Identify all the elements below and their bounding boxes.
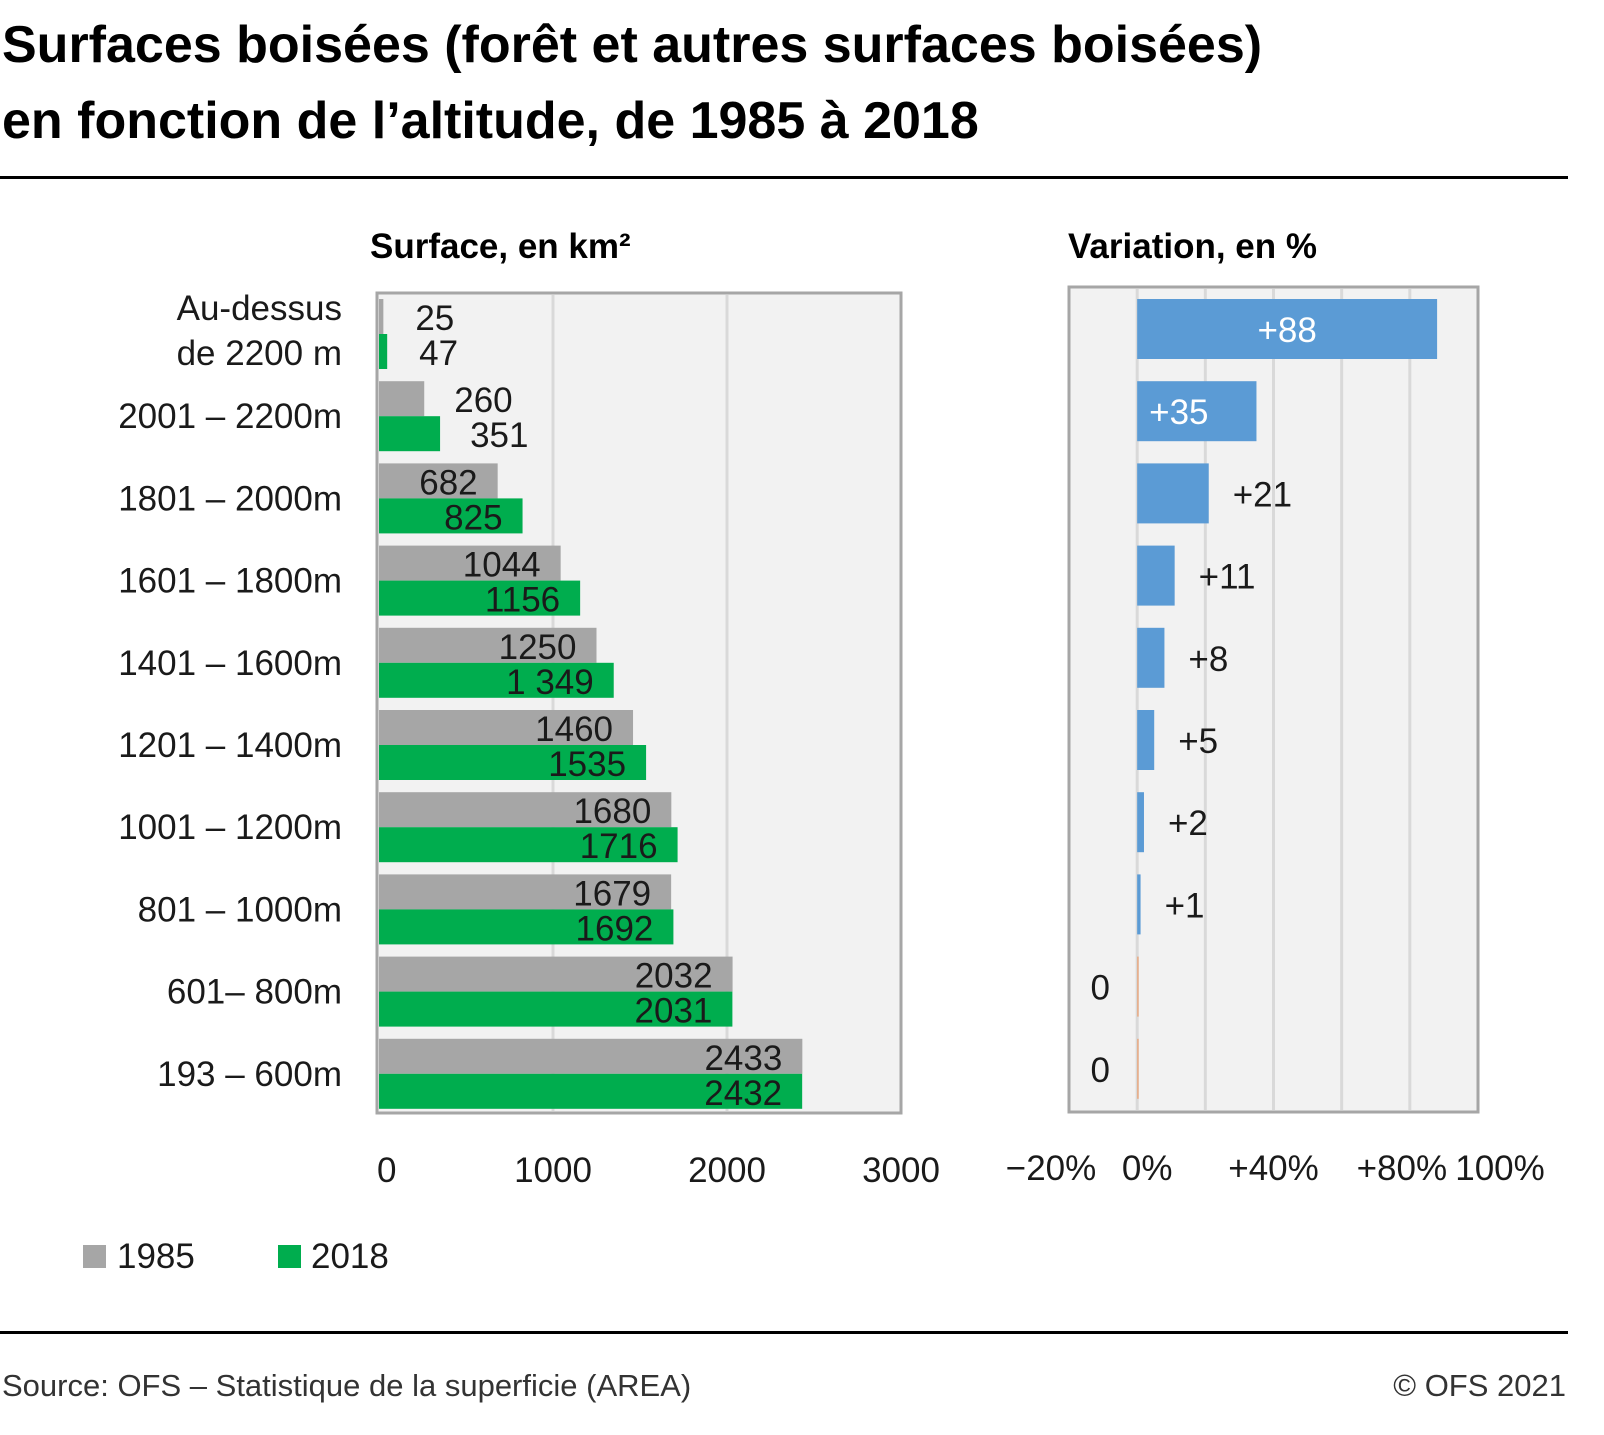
bar-1985 — [379, 627, 597, 663]
data-label-2018: 2031 — [635, 992, 713, 1031]
variation-bar — [1137, 381, 1257, 442]
category-label: 1601 – 1800m — [118, 562, 342, 601]
data-label-2018: 825 — [444, 498, 502, 537]
variation-chart: −20% 0% +40% +80% 100% +88 +35 +21 +11 +8 +5 +2 +1 0 0 — [1006, 285, 1545, 1188]
bar-2018 — [379, 745, 647, 780]
surface-panel-title: Surface, en km² — [370, 227, 631, 266]
data-label-1985: 2433 — [704, 1039, 782, 1078]
variation-bar — [1137, 874, 1141, 935]
bar-2018 — [379, 416, 441, 452]
data-label-2018: 1692 — [576, 909, 654, 948]
category-label: 1201 – 1400m — [118, 726, 342, 765]
bar-1985 — [379, 792, 672, 828]
top-rule — [0, 176, 1568, 179]
x-tick-label: +40% — [1228, 1149, 1319, 1188]
category-label: Au-dessus — [177, 289, 342, 328]
x-tick-label: 100% — [1455, 1149, 1545, 1188]
x-tick-label: −20% — [1006, 1149, 1097, 1188]
bar-2018 — [379, 498, 523, 534]
data-label-2018: 47 — [419, 334, 458, 373]
category-label: 801 – 1000m — [138, 890, 342, 929]
legend: 1985 2018 — [83, 1237, 389, 1276]
category-label: de 2200 m — [177, 334, 342, 373]
bar-2018 — [379, 827, 678, 863]
bar-1985 — [379, 463, 498, 499]
bar-1985 — [379, 710, 634, 745]
x-tick-label: 0% — [1122, 1149, 1173, 1188]
data-label-2018: 2432 — [704, 1074, 782, 1113]
chart-title-line-2: en fonction de l’altitude, de 1985 à 201… — [2, 92, 979, 150]
data-label-2018: 351 — [470, 416, 528, 455]
legend-swatch-1985 — [83, 1245, 106, 1268]
data-label-2018: 1716 — [580, 827, 658, 866]
variation-label: +1 — [1165, 886, 1205, 925]
variation-label: +11 — [1199, 558, 1256, 597]
bar-1985 — [379, 381, 425, 417]
variation-bar — [1137, 1038, 1139, 1099]
x-tick-label: 0 — [377, 1151, 396, 1190]
bar-1985 — [379, 956, 733, 992]
data-label-1985: 2032 — [635, 957, 713, 996]
variation-panel-title: Variation, en % — [1068, 227, 1317, 266]
variation-bar — [1137, 545, 1175, 606]
variation-label: +88 — [1257, 311, 1316, 350]
variation-bar — [1137, 627, 1165, 688]
variation-label: +5 — [1178, 722, 1218, 761]
bar-2018 — [379, 1073, 803, 1109]
bar-2018 — [379, 662, 614, 698]
variation-label: +8 — [1188, 640, 1228, 679]
bottom-rule — [0, 1331, 1568, 1334]
data-label-1985: 682 — [419, 463, 477, 502]
data-label-2018: 1535 — [548, 745, 626, 784]
variation-bar — [1137, 299, 1438, 359]
bar-2018 — [379, 991, 733, 1027]
copyright: © OFS 2021 — [1393, 1368, 1566, 1403]
data-label-1985: 1679 — [573, 874, 651, 913]
legend-swatch-2018 — [278, 1245, 301, 1268]
x-tick-label: 3000 — [862, 1151, 940, 1190]
data-label-1985: 1250 — [499, 628, 577, 667]
data-label-2018: 1156 — [485, 581, 560, 620]
category-label: 601– 800m — [167, 973, 342, 1012]
data-label-1985: 1044 — [463, 546, 541, 585]
bar-1985 — [379, 874, 672, 910]
bar-2018 — [379, 580, 581, 616]
variation-bar — [1137, 956, 1139, 1017]
category-label: 193 – 600m — [157, 1055, 342, 1094]
category-label: 1801 – 2000m — [118, 479, 342, 518]
bar-1985 — [379, 545, 561, 581]
legend-label-1985: 1985 — [117, 1237, 195, 1276]
source-note: Source: OFS – Statistique de la superfic… — [2, 1368, 691, 1403]
data-label-1985: 260 — [454, 381, 512, 420]
variation-label: +21 — [1233, 475, 1292, 514]
variation-label: 0 — [1091, 1051, 1110, 1090]
data-label-1985: 25 — [415, 299, 454, 338]
x-tick-label: 1000 — [514, 1151, 592, 1190]
variation-label: +35 — [1149, 393, 1208, 432]
variation-label: 0 — [1091, 969, 1110, 1008]
variation-bar — [1137, 463, 1209, 524]
category-label: 2001 – 2200m — [118, 397, 342, 436]
category-label: 1401 – 1600m — [118, 644, 342, 683]
bar-1985 — [379, 1038, 803, 1074]
data-label-1985: 1460 — [535, 710, 613, 749]
variation-bar — [1137, 710, 1155, 770]
x-tick-label: 2000 — [688, 1151, 766, 1190]
bar-2018 — [379, 909, 674, 945]
chart-title-line-1: Surfaces boisées (forêt et autres surfac… — [2, 16, 1262, 74]
category-label: 1001 – 1200m — [118, 808, 342, 847]
data-label-2018: 1 349 — [506, 663, 594, 702]
variation-bar — [1137, 792, 1144, 853]
legend-label-2018: 2018 — [311, 1237, 389, 1276]
variation-label: +2 — [1168, 804, 1208, 843]
data-label-1985: 1680 — [573, 792, 651, 831]
x-tick-label: +80% — [1357, 1149, 1448, 1188]
bar-2018 — [379, 334, 388, 369]
bar-1985 — [379, 299, 384, 334]
